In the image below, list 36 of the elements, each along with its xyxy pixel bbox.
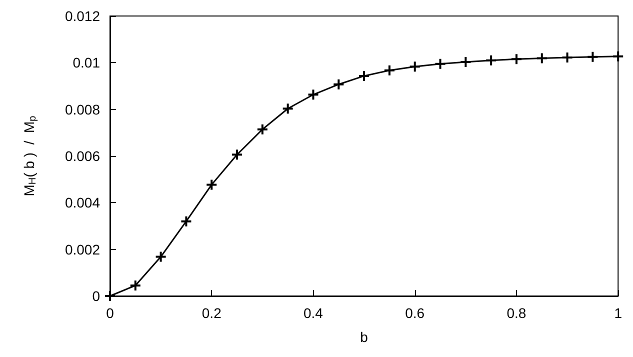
x-tick-label: 0 bbox=[106, 305, 114, 321]
point bbox=[486, 55, 496, 66]
x-tick-label: 0.4 bbox=[304, 305, 324, 321]
y-axis-title: MH( b ) / Mp bbox=[21, 115, 38, 196]
point bbox=[588, 52, 598, 62]
y-tick-label: 0.002 bbox=[64, 241, 100, 258]
point bbox=[410, 62, 420, 72]
point bbox=[181, 216, 192, 226]
point bbox=[613, 51, 624, 62]
y-tick-label: 0 bbox=[92, 288, 100, 304]
y-tick-label: 0.006 bbox=[64, 148, 100, 164]
y-tick-label: 0.012 bbox=[64, 8, 100, 24]
x-tick-label: 0.6 bbox=[405, 305, 425, 321]
y-tick-label: 0.01 bbox=[72, 54, 100, 71]
point bbox=[359, 70, 370, 81]
point bbox=[156, 252, 166, 262]
point bbox=[334, 79, 344, 90]
point bbox=[384, 65, 394, 76]
point bbox=[511, 54, 522, 64]
y-tick-label: 0.008 bbox=[64, 101, 100, 118]
point bbox=[232, 150, 242, 160]
x-tick-label: 1 bbox=[614, 305, 622, 321]
point bbox=[460, 56, 471, 67]
point bbox=[257, 124, 268, 134]
x-axis-title: b bbox=[360, 329, 368, 345]
point bbox=[562, 52, 572, 63]
point bbox=[282, 104, 293, 114]
point bbox=[206, 180, 217, 190]
y-tick-label: 0.004 bbox=[64, 194, 100, 211]
x-tick-label: 0.2 bbox=[202, 305, 222, 321]
point bbox=[536, 53, 547, 64]
x-tick-label: 0.8 bbox=[506, 305, 526, 321]
point bbox=[105, 291, 115, 301]
point bbox=[308, 90, 318, 100]
point bbox=[435, 58, 446, 69]
point bbox=[130, 280, 140, 290]
